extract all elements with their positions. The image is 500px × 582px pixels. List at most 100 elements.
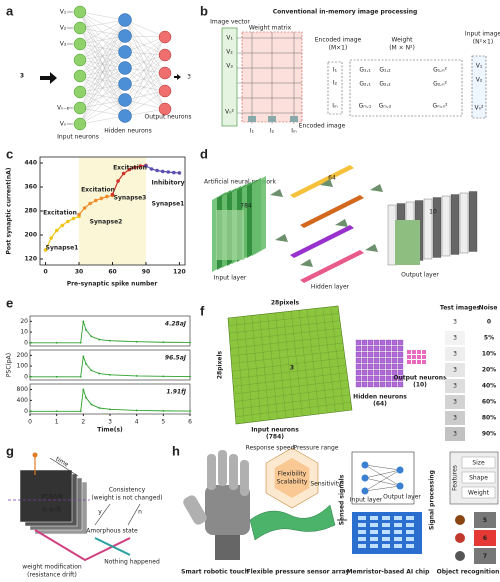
chip-cell xyxy=(406,516,414,520)
node xyxy=(73,85,87,99)
test-image xyxy=(445,363,465,377)
noise-level: 20% xyxy=(482,367,496,374)
data-point xyxy=(79,341,82,344)
hidden-neuron xyxy=(397,357,404,364)
hidden-neuron xyxy=(391,381,398,388)
label: Flexibility xyxy=(278,471,307,478)
y-tick-label: 360 xyxy=(24,184,37,191)
object-icon xyxy=(455,515,465,525)
grid-line xyxy=(235,402,352,417)
test-image xyxy=(445,427,465,441)
input-slice xyxy=(252,176,266,256)
shape xyxy=(327,61,343,115)
hidden-neuron xyxy=(397,345,404,352)
connector xyxy=(79,19,126,109)
connector xyxy=(79,19,126,93)
y-tick-label: 100 xyxy=(17,363,29,370)
node xyxy=(118,29,132,43)
connector xyxy=(364,477,401,487)
hidden-neuron xyxy=(361,351,368,358)
output-image xyxy=(395,220,420,265)
connector xyxy=(79,19,126,77)
grid-line xyxy=(229,328,342,341)
connector xyxy=(79,19,126,29)
label: Features xyxy=(452,465,459,491)
node xyxy=(396,482,404,490)
x-tick-label: 4 xyxy=(135,419,139,426)
label: I₂ xyxy=(270,128,275,135)
hidden-neuron xyxy=(397,375,404,382)
data-point xyxy=(90,369,93,372)
label: Input layer xyxy=(350,497,383,504)
arrow xyxy=(94,537,131,556)
hidden-neuron xyxy=(367,375,374,382)
y-axis-title: Post synaptic current(nA) xyxy=(6,167,13,254)
x-tick-label: 0 xyxy=(28,419,32,426)
label: (784) xyxy=(266,434,284,441)
data-point xyxy=(109,339,111,342)
label: 784 xyxy=(240,203,252,210)
data-point xyxy=(160,169,165,174)
label: y xyxy=(98,509,102,516)
label: Input neurons xyxy=(251,427,299,434)
y-axis-title: PSC(pA) xyxy=(6,353,13,377)
input-label: V₂ xyxy=(60,25,67,32)
x-tick-label: 2 xyxy=(81,419,85,426)
label: PCRAM xyxy=(41,494,62,501)
sense-amp xyxy=(290,116,298,122)
label: Input neurons xyxy=(57,134,99,141)
node xyxy=(361,487,369,495)
hidden-neuron xyxy=(391,351,398,358)
chip-cell xyxy=(382,530,390,534)
hidden-bar xyxy=(300,250,364,283)
hidden-neuron xyxy=(391,339,398,346)
connector xyxy=(124,36,166,117)
robot-thumb xyxy=(183,495,207,525)
arrow xyxy=(40,72,57,84)
grid-line xyxy=(234,387,350,402)
data-point xyxy=(49,236,53,240)
feature-tag xyxy=(461,486,496,499)
hidden-neuron xyxy=(373,339,380,346)
funnel xyxy=(335,219,348,227)
label: Output neurons xyxy=(393,375,447,382)
panel-label: f xyxy=(200,303,205,318)
panel-label: e xyxy=(6,295,13,310)
label: V₂ xyxy=(476,77,483,84)
test-image xyxy=(445,347,465,361)
data-point xyxy=(55,410,58,413)
annotation: Excitation xyxy=(43,210,77,217)
chip-cell xyxy=(382,516,390,520)
funnel xyxy=(320,179,333,187)
label: Size xyxy=(472,460,485,467)
data-point xyxy=(85,363,87,365)
radar-area xyxy=(274,458,310,498)
label: Response speed xyxy=(246,445,295,452)
hidden-neuron xyxy=(355,381,362,388)
label: Nothing happened xyxy=(104,559,160,566)
digit-box xyxy=(474,512,496,528)
hidden-neuron xyxy=(355,357,362,364)
label: Input image xyxy=(465,31,500,38)
label: 28pixels xyxy=(271,300,300,307)
data-point xyxy=(85,329,87,331)
input-label: V₁ xyxy=(60,9,67,16)
label: Gₘ,₂ xyxy=(379,103,392,110)
chip-cell xyxy=(394,537,402,541)
chip-cell xyxy=(358,530,366,534)
hidden-neuron xyxy=(355,339,362,346)
test-image xyxy=(445,395,465,409)
connector xyxy=(364,464,401,487)
label: G₁,ₙ² xyxy=(433,67,447,74)
hidden-bar xyxy=(290,165,354,198)
data-point xyxy=(90,403,93,406)
data-point xyxy=(29,341,31,344)
label: Weight xyxy=(392,37,414,44)
connector xyxy=(124,72,166,117)
hidden-neuron xyxy=(391,357,398,364)
label: Vₙ² xyxy=(475,105,484,112)
connector xyxy=(124,83,166,110)
sensor-array xyxy=(249,504,336,541)
hidden-neuron xyxy=(361,363,368,370)
x-tick-label: 30 xyxy=(75,269,83,276)
